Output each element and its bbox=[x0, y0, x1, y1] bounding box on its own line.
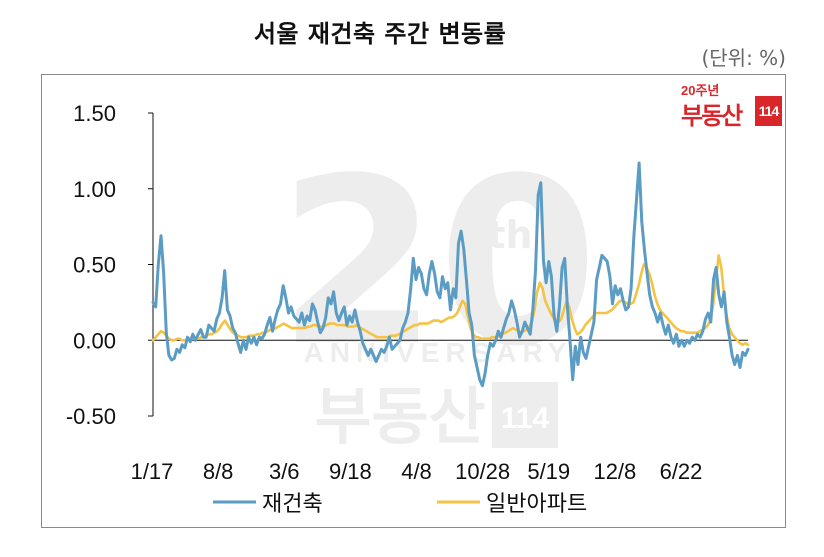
x-tick-label: 10/28 bbox=[455, 459, 510, 484]
y-axis: 1.50 1.00 0.50 0.00 -0.50 bbox=[66, 101, 154, 429]
watermark-brand-num: 114 bbox=[501, 402, 550, 435]
x-tick-label: 3/6 bbox=[269, 459, 300, 484]
y-tick-label: -0.50 bbox=[66, 404, 116, 429]
legend: 재건축 일반아파트 bbox=[213, 492, 587, 517]
logo-brand-text: 부동산 bbox=[681, 102, 743, 130]
brand-logo: 20주년 부동산 114 bbox=[677, 83, 785, 130]
watermark-brand-box bbox=[492, 382, 558, 448]
series-line-reconstruction bbox=[151, 161, 750, 388]
x-tick-label: 4/8 bbox=[401, 459, 432, 484]
x-tick-label: 1/17 bbox=[131, 459, 174, 484]
series-line-general-apartment bbox=[151, 254, 750, 347]
legend-label-general-apartment: 일반아파트 bbox=[486, 492, 587, 517]
x-tick-label: 9/18 bbox=[329, 459, 372, 484]
x-tick-label: 6/22 bbox=[660, 459, 703, 484]
watermark-arc-text: ANNIVERSARY bbox=[304, 337, 573, 368]
x-axis-tick-labels: 1/17 8/8 3/6 9/18 4/8 10/28 5/19 12/8 6/22 bbox=[131, 459, 703, 484]
logo-number-box: 114 bbox=[755, 96, 782, 126]
x-tick-label: 8/8 bbox=[203, 459, 234, 484]
y-tick-label: 1.50 bbox=[73, 101, 116, 126]
watermark-suffix: th bbox=[487, 213, 532, 257]
legend-label-reconstruction: 재건축 bbox=[262, 492, 323, 517]
unit-label: (단위: %) bbox=[701, 46, 786, 70]
x-tick-label: 12/8 bbox=[593, 459, 636, 484]
y-tick-label: 0.50 bbox=[73, 253, 116, 278]
chart-title: 서울 재건축 주간 변동률 bbox=[253, 20, 507, 48]
x-tick-label: 5/19 bbox=[527, 459, 570, 484]
watermark-brand: 부동산 bbox=[314, 380, 485, 453]
y-tick-label: 0.00 bbox=[73, 328, 116, 353]
logo-anniversary-text: 20주년 bbox=[681, 83, 720, 98]
y-tick-label: 1.00 bbox=[73, 177, 116, 202]
